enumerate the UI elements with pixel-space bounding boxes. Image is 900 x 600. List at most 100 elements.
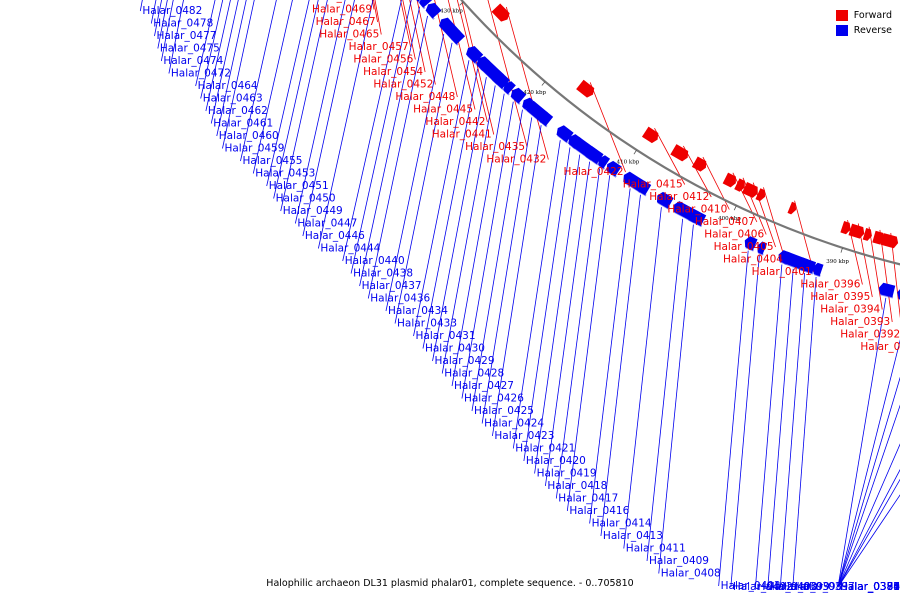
- leader-line: [210, 0, 239, 124]
- leader-line: [216, 0, 247, 137]
- gene-block: [416, 0, 421, 2]
- gene-label: Halar_0482: [142, 5, 202, 17]
- gene-label: Halar_0444: [320, 243, 380, 255]
- leader-line: [837, 478, 900, 588]
- gene-label: Halar_0455: [242, 155, 302, 167]
- gene-shadow: [865, 230, 871, 235]
- gene-shadow: [646, 129, 658, 138]
- gene-label: Halar_0400: [757, 581, 817, 593]
- gene-label: Halar_0442: [425, 116, 485, 128]
- gene-label: Halar_0387: [840, 581, 900, 593]
- gene-label: Halar_0423: [494, 430, 554, 442]
- map-caption: Halophilic archaeon DL31 plasmid phalar0…: [266, 578, 634, 589]
- leader-line: [416, 0, 436, 85]
- leader-line: [837, 404, 900, 588]
- gene-label: Halar_0478: [153, 18, 213, 30]
- gene-block: [722, 172, 736, 188]
- leader-line: [755, 264, 783, 588]
- gene-block: [741, 181, 758, 198]
- gene-label: Halar_0386: [840, 581, 900, 593]
- gene-label: Halar_0429: [435, 355, 495, 367]
- leader-line: [566, 175, 611, 512]
- leader-line: [456, 0, 488, 123]
- gene-block: [734, 178, 745, 192]
- leader-line: [350, 0, 412, 274]
- tick-label: 420 kbp: [523, 90, 546, 96]
- gene-block: [812, 262, 824, 277]
- gene-label: Halar_0436: [370, 293, 430, 305]
- leader-line: [623, 207, 662, 549]
- leader-line: [794, 200, 815, 273]
- leader-line: [730, 255, 760, 588]
- gene-shadow: [738, 181, 745, 186]
- gene-label: Halar_0415: [623, 179, 683, 191]
- tick-mark: [459, 1, 464, 6]
- gene-label: Halar_0440: [345, 255, 405, 267]
- gene-shadow: [726, 175, 736, 182]
- gene-block: [787, 201, 797, 215]
- tick-label: 410 kbp: [617, 159, 640, 165]
- gene-block: [576, 79, 595, 98]
- gene-block: [419, 0, 433, 8]
- gene-label: Halar_0391: [840, 581, 900, 593]
- gene-block: [641, 126, 659, 144]
- gene-label: Halar_0397: [795, 581, 855, 593]
- gene-label: Halar_0453: [255, 168, 315, 180]
- gene-label: Halar_0413: [603, 530, 663, 542]
- gene-shadow: [798, 267, 814, 275]
- forward-swatch: [835, 10, 848, 21]
- gene-label: Halar_0418: [547, 480, 607, 492]
- leader-line: [200, 0, 224, 99]
- gene-shadow: [466, 54, 477, 65]
- gene-label: Halar_0472: [171, 68, 231, 80]
- tick-mark: [840, 247, 843, 253]
- gene-label: Halar_0430: [425, 343, 485, 355]
- gene-label: Halar_0424: [484, 418, 544, 430]
- gene-label: Halar_0428: [444, 368, 504, 380]
- gene-label: Halar_0384: [840, 581, 900, 593]
- gene-shadow: [790, 204, 796, 209]
- gene-shadow: [674, 146, 688, 156]
- gene-label: Halar_0434: [388, 305, 448, 317]
- gene-label: Halar_0470: [309, 0, 369, 3]
- leader-line: [294, 0, 346, 224]
- leader-line: [447, 0, 476, 110]
- tick-label: 400 kbp: [718, 216, 741, 222]
- gene-shadow: [623, 181, 641, 193]
- gene-shadow: [880, 293, 894, 299]
- gene-label: Halar_0395: [810, 291, 870, 303]
- leader-line: [205, 0, 231, 112]
- leader-line: [461, 0, 495, 135]
- gene-label: Halar_0462: [208, 105, 268, 117]
- leader-line: [545, 161, 591, 487]
- gene-label: Halar_0425: [474, 405, 534, 417]
- gene-block: [491, 3, 510, 22]
- gene-block: [880, 233, 899, 249]
- leader-line: [589, 82, 626, 173]
- gene-shadow: [696, 159, 706, 166]
- leader-line: [359, 6, 421, 287]
- gene-label: Halar_0441: [432, 129, 492, 141]
- gene-label: Halar_0475: [160, 43, 220, 55]
- gene-label: Halar_0411: [626, 543, 686, 555]
- gene-block: [425, 2, 442, 19]
- gene-label: Halar_0451: [269, 180, 329, 192]
- gene-label: Halar_0393: [830, 316, 890, 328]
- gene-label: Halar_0390: [860, 341, 900, 353]
- gene-block: [744, 236, 758, 251]
- gene-label: Halar_0447: [297, 218, 357, 230]
- gene-shadow: [503, 89, 510, 96]
- leader-line: [646, 218, 684, 562]
- leader-line: [879, 229, 893, 323]
- gene-shadow: [598, 164, 606, 170]
- gene-label: Halar_0394: [820, 304, 880, 316]
- gene-shadow: [759, 191, 765, 195]
- gene-shadow: [688, 218, 703, 228]
- leader-line: [273, 0, 319, 199]
- leader-line: [505, 6, 549, 160]
- leader-line: [302, 0, 355, 237]
- gene-shadow: [416, 0, 421, 4]
- gene-label: Halar_0396: [800, 279, 860, 291]
